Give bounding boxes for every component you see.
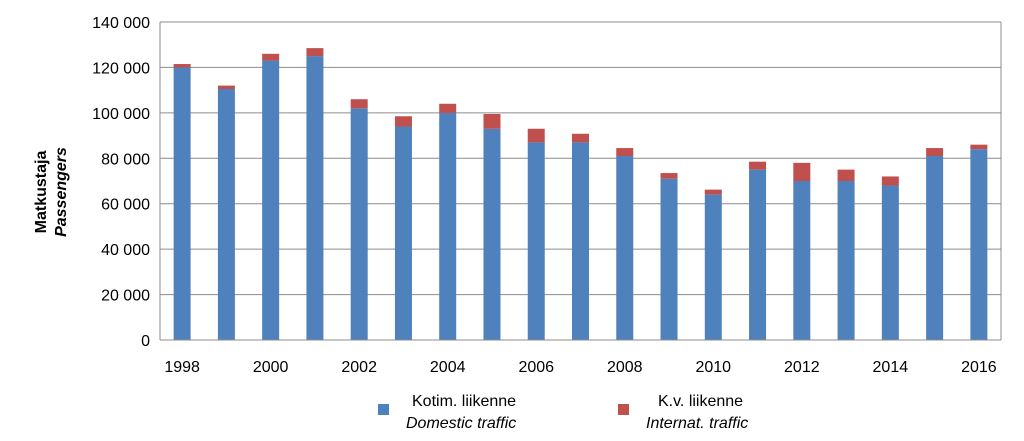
bar-domestic [483,128,501,340]
x-tick-label: 2006 [518,359,554,376]
bars [173,48,988,340]
legend-label-international: K.v. liikenne [658,393,744,410]
legend-swatch-domestic [378,404,389,415]
bar-international [837,169,855,181]
bar-international [704,189,722,195]
x-tick-label: 2008 [607,359,643,376]
x-tick-label: 2000 [253,359,289,376]
bar-international [173,64,191,68]
bar-international [350,99,368,109]
y-tick-label: 100 000 [92,106,150,123]
y-axis-label-en: Passengers [53,147,70,237]
x-tick-label: 2004 [430,359,466,376]
bar-international [572,133,589,143]
bar-domestic [837,181,855,340]
bar-domestic [394,126,412,340]
bar-domestic [616,156,634,340]
bar-international [306,48,324,57]
x-tick-labels: 1998 2000 2002 2004 2006 2008 2010 2012 2014 2016 [164,359,996,376]
y-tick-label: 140 000 [92,15,150,32]
x-tick-label: 2002 [341,359,377,376]
bar-international [881,176,899,186]
bar-domestic [793,181,811,340]
x-tick-label: 1998 [164,359,200,376]
bar-domestic [970,149,988,340]
bar-international [439,103,457,113]
bar-domestic [262,60,280,340]
bar-international [616,148,634,157]
bar-domestic [660,178,678,340]
bar-domestic [926,156,944,340]
bar-domestic [306,56,324,340]
x-tick-label: 2010 [695,359,731,376]
bar-international [527,128,545,143]
bar-international [926,148,944,157]
y-tick-label: 40 000 [101,242,150,259]
bar-international [262,53,280,61]
bar-domestic [173,67,191,340]
bar-international [394,116,412,127]
bar-domestic [704,194,722,340]
bar-international [483,113,501,129]
y-tick-label: 120 000 [92,60,150,77]
bar-international [217,85,235,90]
x-tick-label: 2016 [961,359,997,376]
x-tick-label: 2012 [784,359,820,376]
legend-swatch-international [618,404,629,415]
bar-domestic [439,112,457,340]
x-tick-label: 2014 [873,359,909,376]
bar-international [970,144,988,150]
bar-international [793,162,811,181]
bar-domestic [217,89,235,340]
bar-domestic [881,185,899,340]
bar-international [660,173,678,179]
bar-domestic [527,142,545,340]
y-tick-labels: 0 20 000 40 000 60 000 80 000 100 000 120 000 1… [92,15,150,350]
bar-domestic [572,142,589,340]
legend-label-international-en: Internat. traffic [646,415,749,432]
bar-international [749,161,767,170]
legend-label-domestic-en: Domestic traffic [406,415,517,432]
y-tick-label: 80 000 [101,151,150,168]
legend-label-domestic: Kotim. liikenne [412,393,517,410]
y-tick-label: 20 000 [101,288,150,305]
y-tick-label: 0 [141,333,150,350]
y-axis-label: Matkustaja [33,151,50,234]
y-tick-label: 60 000 [101,197,150,214]
bar-domestic [350,108,368,340]
bar-domestic [749,169,767,340]
